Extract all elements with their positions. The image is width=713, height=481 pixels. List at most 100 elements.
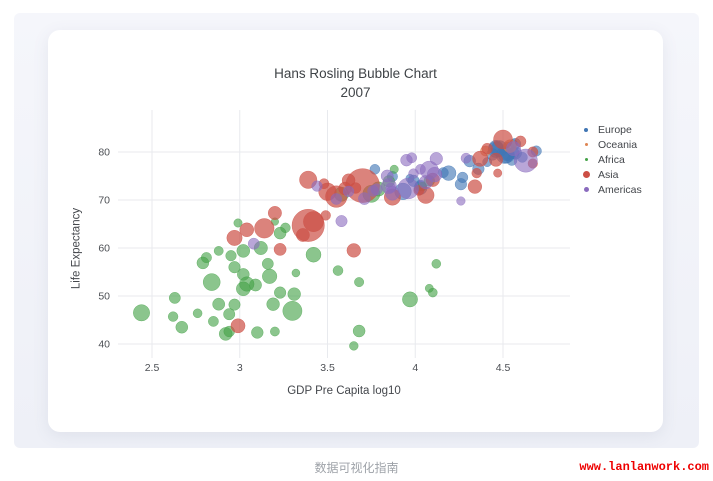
legend-dot-icon <box>584 158 588 161</box>
bubble-bahrain <box>493 168 503 178</box>
bubble-ethiopia <box>202 273 221 291</box>
bubble-united-states <box>513 148 538 173</box>
bubble-mongolia <box>320 210 331 221</box>
legend-item-asia[interactable]: Asia <box>581 167 642 182</box>
bubble-pakistan <box>303 211 324 232</box>
legend-dot-icon <box>584 143 588 146</box>
bubble-djibouti <box>291 268 301 278</box>
bubble-saudi-arabia <box>467 179 483 194</box>
bubble-chad <box>274 286 287 299</box>
legend-marker-oceania <box>581 143 591 146</box>
y-tick-label: 70 <box>98 195 110 207</box>
legend-item-americas[interactable]: Americas <box>581 182 642 197</box>
bubble-kenya <box>262 268 278 284</box>
y-tick-label: 60 <box>98 243 110 255</box>
bubble-madagascar <box>236 244 251 258</box>
bubble-chile <box>429 152 443 166</box>
legend-dot-icon <box>582 171 590 178</box>
bubble-guinea <box>228 261 241 274</box>
legend-item-africa[interactable]: Africa <box>581 152 642 167</box>
bubble-togo <box>225 250 237 262</box>
legend-label: Americas <box>598 183 642 196</box>
bubble-burundi <box>169 292 181 304</box>
bubble-south-africa <box>402 291 418 308</box>
x-tick-label: 3.5 <box>320 362 335 374</box>
bubble-jamaica <box>385 182 396 193</box>
y-axis-label: Life Expectancy <box>70 207 83 290</box>
chart-legend: Europe Oceania Africa Asia Americas <box>581 122 642 197</box>
legend-marker-africa <box>581 158 591 161</box>
x-axis-label: GDP Pre Capita log10 <box>287 385 401 397</box>
footer-caption: 数据可视化指南 <box>314 461 399 475</box>
legend-dot-icon <box>584 127 588 132</box>
bubble-central-african-republic <box>208 316 219 327</box>
bubble-bangladesh <box>254 218 275 239</box>
bubble-ecuador <box>380 169 394 183</box>
bubble-congo-rep- <box>332 265 344 276</box>
legend-label: Africa <box>598 153 625 166</box>
chart-title: Hans Rosling Bubble Chart <box>274 66 437 81</box>
bubble-oman <box>471 168 482 179</box>
legend-dot-icon <box>583 187 589 192</box>
legend-marker-europe <box>581 127 591 132</box>
x-tick-label: 4 <box>412 362 418 374</box>
bubble-taiwan <box>489 152 503 167</box>
legend-item-europe[interactable]: Europe <box>581 122 642 137</box>
bubble-cambodia <box>273 243 287 256</box>
bubble-canada <box>506 141 521 157</box>
bubble-lesotho <box>270 326 280 337</box>
bubble-haiti <box>247 237 260 250</box>
y-tick-label: 40 <box>98 339 110 351</box>
bubble-korea-rep- <box>472 150 489 167</box>
bubble-guatemala <box>358 192 371 205</box>
bubble-costa-rica <box>406 152 418 164</box>
bubble-uganda <box>236 281 251 296</box>
bubble-congo-dem-rep- <box>133 304 150 322</box>
bubble-angola <box>352 324 366 338</box>
bubble-equatorial-guinea <box>424 283 434 293</box>
bubble-benin <box>261 257 274 270</box>
y-tick-label: 80 <box>98 147 110 159</box>
bubble-myanmar <box>226 229 243 246</box>
chart-card: 40 50 60 70 80 2.5 3 3.5 4 4.5 Hans Rosling Bubbl… <box>48 30 663 432</box>
bubble-somalia <box>228 298 241 311</box>
bubble-guinea-bissau <box>192 308 203 318</box>
bubble-mali <box>237 268 250 281</box>
legend-marker-asia <box>581 171 591 178</box>
legend-item-oceania[interactable]: Oceania <box>581 137 642 152</box>
bubble-nicaragua <box>311 180 323 192</box>
bubble-sudan <box>305 246 322 263</box>
bubble-mauritania <box>280 222 291 233</box>
bubble-panama <box>408 168 419 179</box>
bubble-paraguay <box>343 185 355 198</box>
bubble-eritrea <box>200 252 212 264</box>
chart-title-block: Hans Rosling Bubble Chart 2007 <box>48 64 663 102</box>
bubble-swaziland <box>349 341 359 351</box>
x-tick-label: 3 <box>237 362 243 374</box>
bubble-brazil <box>397 177 419 200</box>
bubble-cameroon <box>287 287 301 301</box>
bubble-trinidad-and-tobago <box>456 196 466 206</box>
y-tick-label: 50 <box>98 291 110 303</box>
bubble-zimbabwe <box>175 321 189 334</box>
bubble-yemen-rep- <box>296 228 310 242</box>
bubble-comoros <box>233 218 243 228</box>
bubble-bolivia <box>335 215 348 228</box>
bubble-slovak-republic <box>457 171 469 183</box>
bubble-liberia <box>167 311 179 322</box>
bubble-nigeria <box>282 301 303 321</box>
bubble-burkina-faso <box>249 278 262 292</box>
bubble-puerto-rico <box>460 152 472 164</box>
legend-label: Europe <box>598 123 632 136</box>
bubble-el-salvador <box>367 185 379 197</box>
bubble-zambia <box>251 326 264 339</box>
bubble-venezuela <box>418 175 433 190</box>
bubble-israel <box>481 142 493 155</box>
x-tick-label: 4.5 <box>496 362 511 374</box>
bubble-chart-canvas: 40 50 60 70 80 2.5 3 3.5 4 4.5 <box>98 110 570 374</box>
bubble-gambia <box>213 246 224 256</box>
legend-label: Asia <box>598 168 619 181</box>
bubble-gabon <box>431 259 441 269</box>
bubble-honduras <box>330 193 342 205</box>
watermark-url: www.lanlanwork.com <box>579 460 709 474</box>
